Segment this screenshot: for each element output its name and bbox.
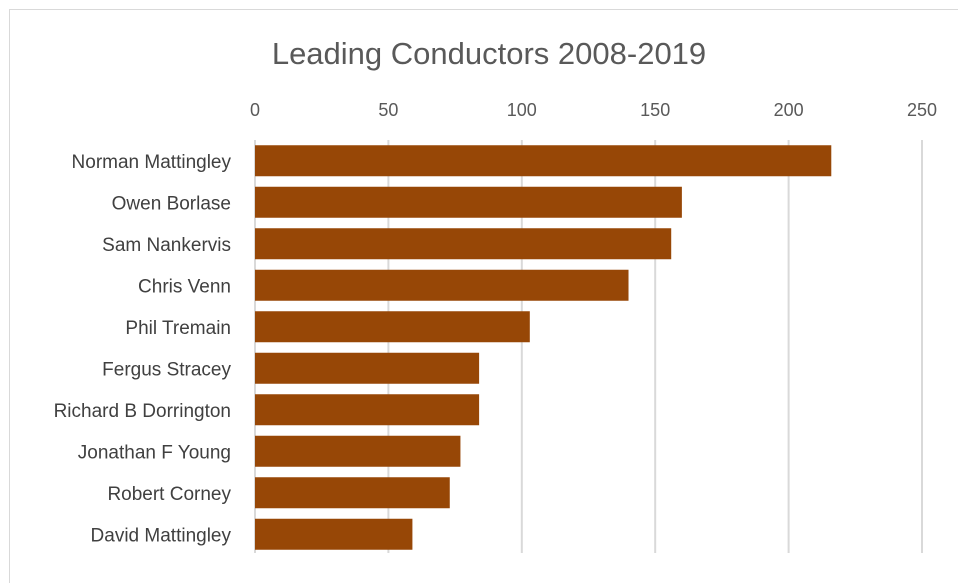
chart-title: Leading Conductors 2008-2019 <box>272 36 706 71</box>
bar <box>255 477 450 509</box>
category-label: Phil Tremain <box>125 318 231 339</box>
x-axis-ticks: 0 50 100 150 200 250 <box>250 100 937 120</box>
bar <box>255 145 832 177</box>
bar <box>255 186 682 218</box>
bar <box>255 311 530 343</box>
category-label: Jonathan F Young <box>78 442 231 463</box>
category-labels: Norman Mattingley Owen Borlase Sam Nankerv… <box>54 152 232 547</box>
bar <box>255 269 629 301</box>
bar <box>255 228 672 260</box>
x-tick-label: 250 <box>907 100 937 120</box>
x-tick-label: 0 <box>250 100 260 120</box>
category-label: Robert Corney <box>107 484 231 505</box>
bar <box>255 352 480 384</box>
bar <box>255 435 461 467</box>
category-label: Richard B Dorrington <box>54 401 231 422</box>
x-tick-label: 100 <box>507 100 537 120</box>
category-label: Sam Nankervis <box>102 235 231 256</box>
x-tick-label: 150 <box>640 100 670 120</box>
chart-frame <box>9 9 958 583</box>
x-tick-label: 200 <box>774 100 804 120</box>
bar <box>255 394 480 426</box>
category-label: Chris Venn <box>138 276 231 297</box>
category-label: Owen Borlase <box>112 193 231 214</box>
category-label: Norman Mattingley <box>72 152 232 173</box>
bars <box>255 145 832 550</box>
category-label: David Mattingley <box>91 525 232 546</box>
category-label: Fergus Stracey <box>102 359 231 380</box>
bar <box>255 518 413 550</box>
x-tick-label: 50 <box>378 100 398 120</box>
